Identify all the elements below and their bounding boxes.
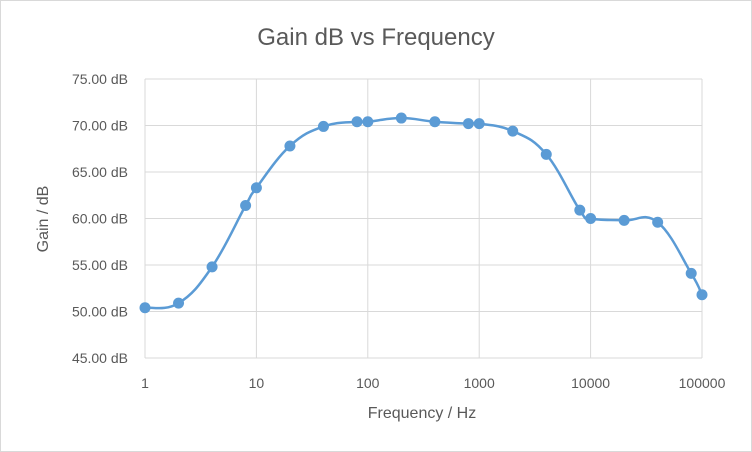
data-point	[696, 289, 708, 301]
data-point	[685, 267, 697, 279]
y-tick-label: 55.00 dB	[72, 257, 128, 273]
y-tick-label: 45.00 dB	[72, 350, 128, 366]
data-point	[351, 116, 363, 128]
chart-title: Gain dB vs Frequency	[257, 24, 494, 51]
data-point	[618, 214, 630, 226]
data-point	[317, 120, 329, 132]
y-tick-label: 70.00 dB	[72, 118, 128, 134]
data-point	[240, 199, 252, 211]
x-tick-label: 1000	[464, 375, 495, 391]
data-point	[206, 261, 218, 273]
series-line	[144, 116, 704, 310]
data-point	[284, 140, 296, 152]
data-point	[652, 216, 664, 228]
y-axis-label: Gain / dB	[35, 186, 52, 253]
x-axis-ticks: 1 10 100 1000 10000 100000	[141, 375, 725, 391]
x-axis-label: Frequency / Hz	[368, 405, 476, 422]
data-point	[473, 118, 485, 130]
data-point	[250, 182, 262, 194]
y-tick-label: 65.00 dB	[72, 164, 128, 180]
data-point	[429, 116, 441, 128]
y-tick-label: 60.00 dB	[72, 211, 128, 227]
y-axis-ticks: 45.00 dB 50.00 dB 55.00 dB 60.00 dB 65.00 dB…	[72, 71, 128, 366]
data-point	[585, 213, 597, 224]
x-tick-label: 100000	[679, 375, 726, 391]
y-tick-label: 75.00 dB	[72, 71, 128, 87]
data-point	[362, 116, 374, 128]
x-tick-label: 10	[249, 375, 265, 391]
x-tick-label: 10000	[571, 375, 610, 391]
data-point	[540, 148, 552, 160]
data-point	[395, 112, 407, 124]
x-tick-label: 1	[141, 375, 149, 391]
data-point	[173, 297, 185, 309]
x-tick-label: 100	[356, 375, 380, 391]
data-point	[462, 118, 474, 130]
data-points	[139, 112, 708, 314]
data-point	[507, 125, 519, 137]
data-point	[574, 204, 586, 216]
y-tick-label: 50.00 dB	[72, 304, 128, 320]
data-point	[139, 302, 151, 314]
